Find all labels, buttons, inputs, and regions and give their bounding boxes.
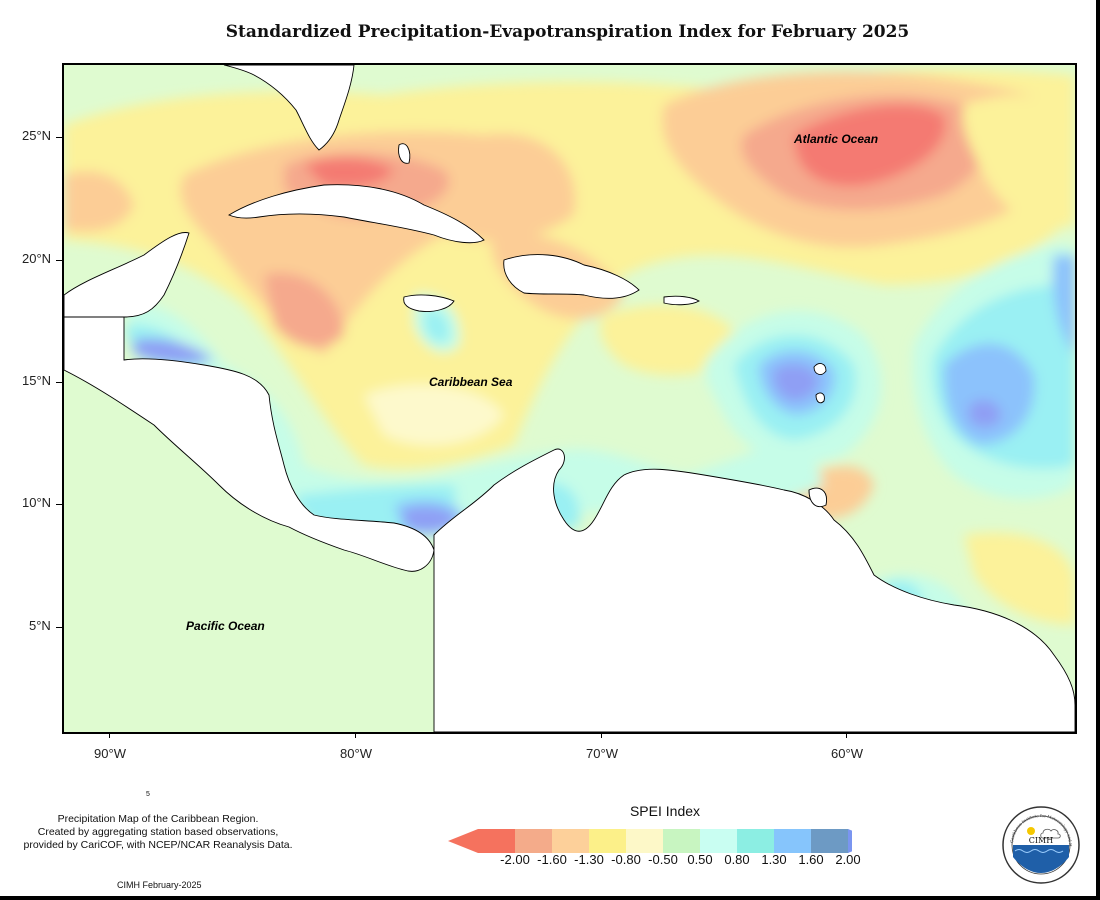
- tiny-mark: 5: [146, 791, 150, 798]
- lat-label-10n: 10°N: [22, 495, 52, 510]
- land-florida: [223, 65, 355, 151]
- legend-swatches: [448, 829, 852, 853]
- legend-label: 0.80: [724, 852, 750, 867]
- land-jamaica: [403, 294, 455, 312]
- legend-swatch: [774, 829, 812, 853]
- lat-tick: [56, 504, 62, 505]
- wet-zone-jamaica-core: [424, 309, 450, 343]
- land-martinique: [815, 392, 825, 404]
- lon-label-80w: 80°W: [340, 746, 372, 761]
- legend-label: -1.60: [537, 852, 567, 867]
- wet-zone-atlantic-east-inner: [943, 343, 1035, 445]
- dry-zone-northeast: [962, 95, 1075, 228]
- legend-swatch: [700, 829, 738, 853]
- extreme-dry-atlantic: [794, 104, 946, 186]
- lon-tick: [355, 732, 356, 738]
- land-hispaniola: [503, 254, 640, 299]
- spei-map: Atlantic Ocean Caribbean Sea Pacific Oce…: [62, 63, 1077, 734]
- legend-swatch: [737, 829, 775, 853]
- legend-swatch: [663, 829, 701, 853]
- legend-label: 2.00: [835, 852, 861, 867]
- lat-label-20n: 20°N: [22, 251, 52, 266]
- legend-label: 1.60: [798, 852, 824, 867]
- land-trinidad: [808, 487, 827, 508]
- legend-swatch: [552, 829, 590, 853]
- lon-tick: [109, 732, 110, 738]
- legend-label: 1.30: [761, 852, 787, 867]
- lat-tick: [56, 382, 62, 383]
- logo-wave-icon: [1014, 849, 1064, 853]
- land-bahamas-andros: [398, 143, 411, 164]
- wet-zone-far-east: [1052, 255, 1075, 355]
- legend-swatch: [515, 829, 553, 853]
- logo-cloud-icon: [1040, 828, 1061, 839]
- legend-label: -0.80: [611, 852, 641, 867]
- land-puerto-rico: [663, 295, 700, 306]
- lat-tick: [56, 627, 62, 628]
- label-atlantic-ocean: Atlantic Ocean: [794, 132, 879, 146]
- map-title: Standardized Precipitation-Evapotranspir…: [225, 22, 910, 42]
- very-wet-lesser-antilles: [773, 364, 819, 401]
- legend-high-arrow: [848, 829, 852, 853]
- extreme-dry-cuba: [304, 157, 394, 187]
- logo-name: CIMH: [1029, 836, 1053, 845]
- logo-sun-icon: [1027, 827, 1035, 835]
- credit-block: Precipitation Map of the Caribbean Regio…: [8, 813, 308, 852]
- lon-label-70w: 70°W: [586, 746, 618, 761]
- lat-tick: [56, 137, 62, 138]
- dry-zone-central: [600, 305, 744, 376]
- lon-label-90w: 90°W: [94, 746, 126, 761]
- legend-swatch: [589, 829, 627, 853]
- cimh-logo: CIMH Caribbean Institute for Meteorology…: [1001, 805, 1080, 884]
- lon-tick: [601, 732, 602, 738]
- credit-line-1: Precipitation Map of the Caribbean Regio…: [57, 813, 259, 825]
- spei-map-canvas: [64, 65, 1075, 732]
- land-guadeloupe: [813, 363, 827, 375]
- legend-title: SPEI Index: [629, 803, 701, 819]
- land-yucatan: [64, 232, 190, 318]
- legend-swatch: [811, 829, 849, 853]
- lat-label-5n: 5°N: [29, 618, 51, 633]
- very-wet-atlantic-east: [969, 399, 1002, 428]
- lon-label-60w: 60°W: [831, 746, 863, 761]
- legend-colorbar: [448, 829, 852, 853]
- dry-zone-guiana: [964, 532, 1075, 625]
- land-cuba: [228, 184, 485, 244]
- credit-stamp: CIMH February-2025: [117, 880, 202, 890]
- dry-zone-yucatan-sea: [264, 273, 344, 348]
- credit-line-2: Created by aggregating station based obs…: [37, 826, 279, 838]
- legend-label: 0.50: [687, 852, 713, 867]
- legend-swatch: [478, 829, 516, 853]
- legend-swatch: [626, 829, 664, 853]
- dry-zone-west: [64, 171, 134, 232]
- dry-zone-sea: [364, 384, 504, 446]
- lat-label-25n: 25°N: [22, 128, 52, 143]
- legend-label: -0.50: [648, 852, 678, 867]
- label-caribbean-sea: Caribbean Sea: [429, 375, 513, 389]
- legend-label: -2.00: [500, 852, 530, 867]
- legend-low-arrow: [448, 829, 478, 853]
- credit-line-3: provided by CariCOF, with NCEP/NCAR Rean…: [23, 839, 293, 851]
- lat-tick: [56, 260, 62, 261]
- very-wet-honduras: [134, 338, 214, 364]
- label-pacific-ocean: Pacific Ocean: [186, 619, 265, 633]
- land-masses: [64, 65, 1075, 732]
- lon-tick: [846, 732, 847, 738]
- lat-label-15n: 15°N: [22, 373, 52, 388]
- land-south-america: [433, 448, 1075, 732]
- legend-label: -1.30: [574, 852, 604, 867]
